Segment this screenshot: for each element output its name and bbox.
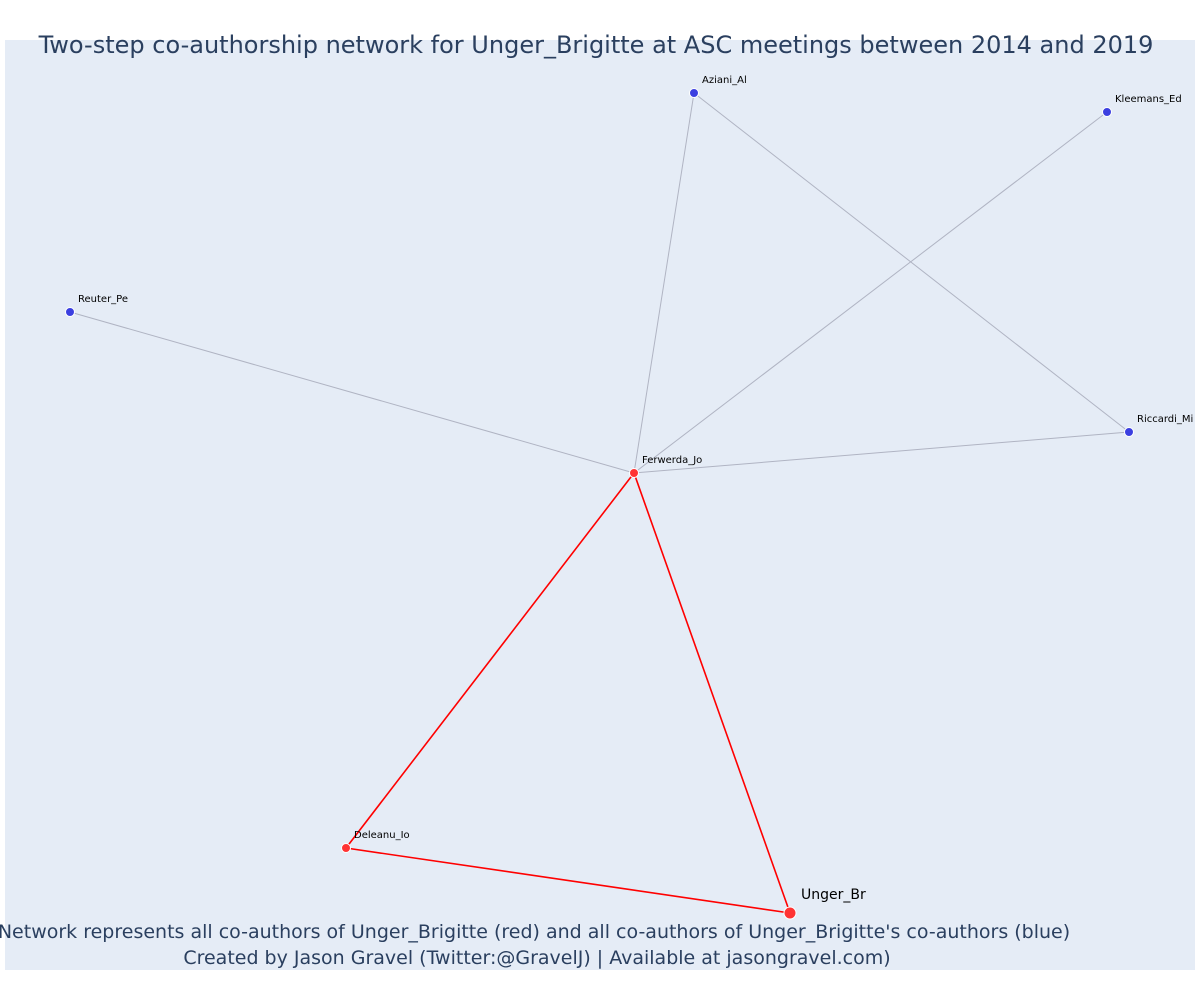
node-label-Unger_Br: Unger_Br <box>801 887 866 903</box>
node-label-Riccardi_Mi: Riccardi_Mi <box>1137 414 1193 425</box>
node-Riccardi_Mi[interactable] <box>1124 427 1134 437</box>
edge-Deleanu_Io-Ferwerda_Jo <box>345 472 635 849</box>
edge-Ferwerda_Jo-Kleemans_Ed <box>633 111 1108 474</box>
node-label-Aziani_Al: Aziani_Al <box>702 75 747 86</box>
footer-credit: Created by Jason Gravel (Twitter:@Gravel… <box>183 947 890 969</box>
node-Aziani_Al[interactable] <box>689 88 699 98</box>
node-label-Reuter_Pe: Reuter_Pe <box>78 294 128 305</box>
node-label-Deleanu_Io: Deleanu_Io <box>354 830 410 841</box>
node-label-Ferwerda_Jo: Ferwerda_Jo <box>642 455 702 466</box>
edge-Unger_Br-Ferwerda_Jo <box>633 472 791 914</box>
plot-background <box>5 40 1195 970</box>
edge-Unger_Br-Deleanu_Io <box>345 847 791 914</box>
edges-layer <box>69 92 1130 914</box>
nodes-layer <box>65 88 1134 920</box>
node-Reuter_Pe[interactable] <box>65 307 75 317</box>
footer-caption: Network represents all co-authors of Ung… <box>0 921 1070 943</box>
node-Kleemans_Ed[interactable] <box>1102 107 1112 117</box>
edge-Ferwerda_Jo-Aziani_Al <box>633 92 695 474</box>
labels-layer: Unger_Br Ferwerda_Jo Deleanu_Io Aziani_Al Kl… <box>78 75 1193 903</box>
edge-Aziani_Al-Riccardi_Mi <box>693 92 1130 433</box>
node-Unger_Br[interactable] <box>783 906 797 920</box>
edge-Ferwerda_Jo-Riccardi_Mi <box>633 431 1130 474</box>
edge-Ferwerda_Jo-Reuter_Pe <box>69 311 635 474</box>
chart-title: Two-step co-authorship network for Unger… <box>38 31 1154 59</box>
node-Ferwerda_Jo[interactable] <box>629 468 639 478</box>
node-label-Kleemans_Ed: Kleemans_Ed <box>1115 94 1182 105</box>
node-Deleanu_Io[interactable] <box>341 843 351 853</box>
